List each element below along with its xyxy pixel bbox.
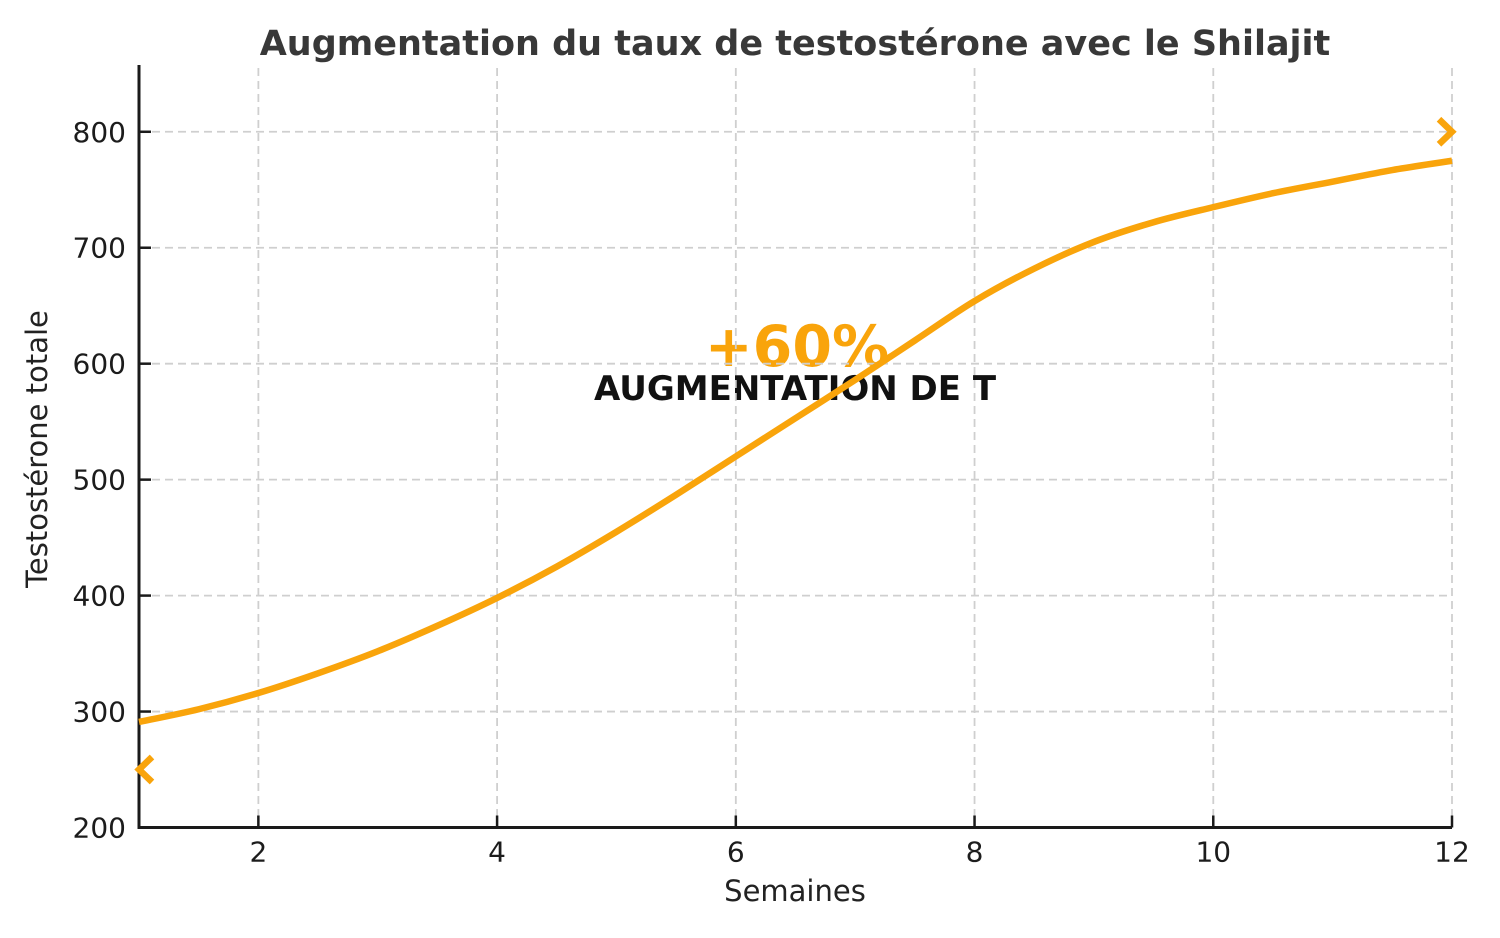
annotation-subtitle: AUGMENTATION DE T xyxy=(593,369,997,409)
chevron-left-marker-icon xyxy=(134,754,155,785)
x-tick-label: 2 xyxy=(249,836,267,869)
y-tick-label: 300 xyxy=(73,696,126,729)
x-axis-label: Semaines xyxy=(724,874,866,908)
chevron-right-marker-icon xyxy=(1436,116,1457,147)
testosterone-curve xyxy=(138,157,1453,726)
chart-title: Augmentation du taux de testostérone ave… xyxy=(259,24,1331,64)
y-tick-label: 600 xyxy=(73,348,126,381)
x-tick-label: 6 xyxy=(727,836,745,869)
y-tick-label: 700 xyxy=(73,232,126,265)
x-tick-label: 10 xyxy=(1195,836,1231,869)
y-tick-label: 200 xyxy=(73,812,126,845)
y-tick-label: 500 xyxy=(73,464,126,497)
x-tick-label: 4 xyxy=(488,836,506,869)
y-tick-label: 800 xyxy=(73,116,126,149)
x-tick-label: 12 xyxy=(1434,836,1470,869)
x-tick-label: 8 xyxy=(966,836,984,869)
y-tick-label: 400 xyxy=(73,580,126,613)
